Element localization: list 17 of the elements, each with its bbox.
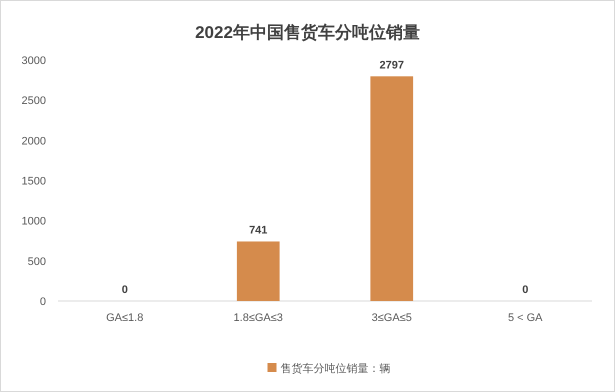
x-tick-label: 5 < GA: [508, 312, 544, 324]
chart-title: 2022年中国售货车分吨位销量: [195, 23, 420, 42]
y-tick-label: 2000: [22, 135, 46, 148]
y-tick-label: 0: [40, 296, 46, 308]
x-tick-label: 3≤GA≤5: [372, 312, 412, 324]
y-tick-label: 1000: [22, 216, 46, 228]
y-tick-label: 3000: [22, 55, 46, 67]
data-label: 0: [522, 284, 528, 296]
legend-label: 售货车分吨位销量：辆: [280, 362, 390, 375]
data-label: 2797: [380, 59, 404, 72]
x-tick-label: 1.8≤GA≤3: [234, 312, 283, 324]
y-tick-label: 2500: [22, 95, 46, 108]
data-label: 0: [122, 284, 128, 296]
y-tick-label: 500: [28, 256, 46, 268]
y-tick-label: 1500: [22, 176, 46, 188]
x-tick-label: GA≤1.8: [106, 312, 144, 324]
data-label: 741: [249, 224, 268, 236]
